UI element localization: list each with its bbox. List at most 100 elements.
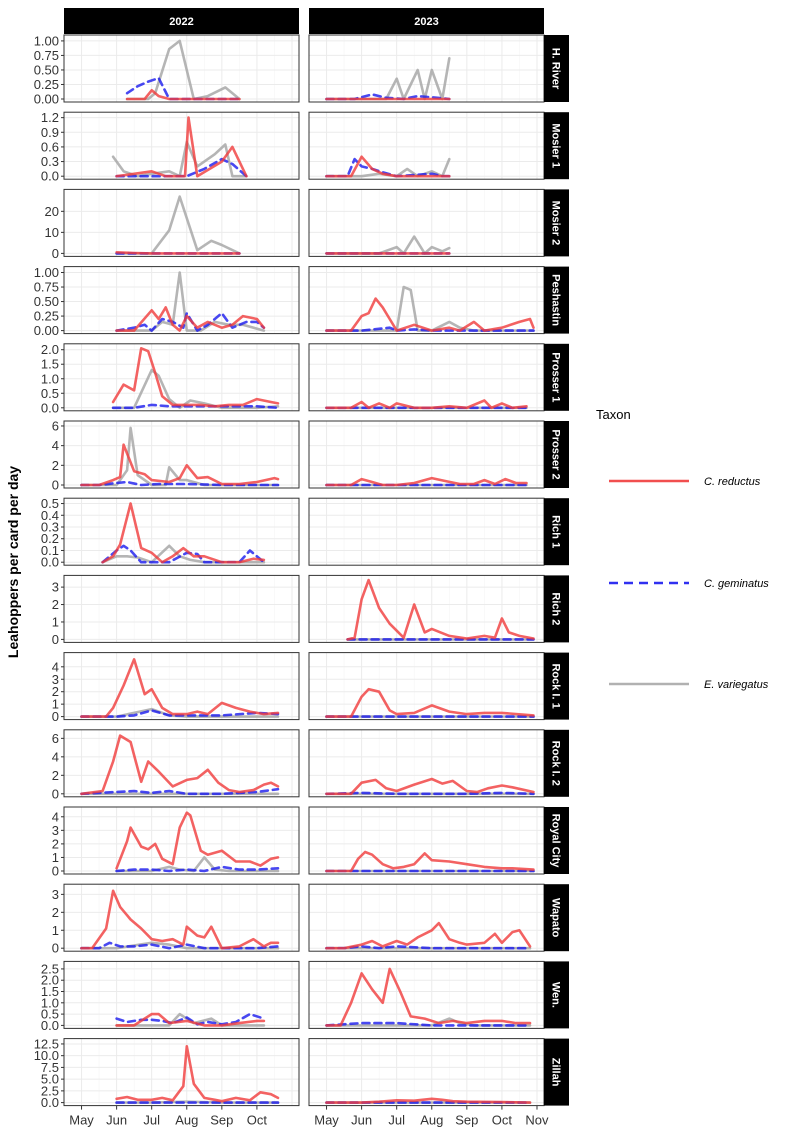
y-tick-label: 1 <box>52 697 59 712</box>
facet-panel <box>308 420 545 489</box>
panel-border <box>63 343 300 412</box>
facet-panel: 0.02.55.07.510.012.5 <box>34 1036 300 1110</box>
x-tick-label: Nov <box>525 1113 549 1128</box>
x-tick-label: May <box>69 1113 94 1128</box>
y-tick-label: 0.5 <box>41 1007 59 1022</box>
y-tick-label: 0 <box>52 246 59 261</box>
panel-border <box>63 574 300 643</box>
series-line-c-reductus <box>80 889 280 950</box>
y-tick-label: 0 <box>52 478 59 493</box>
y-tick-label: 0.6 <box>41 139 59 154</box>
facet-panel <box>308 188 545 257</box>
y-tick-label: 1 <box>52 850 59 865</box>
facet-panel <box>308 266 545 335</box>
series-line-c-reductus <box>325 1097 532 1104</box>
x-tick-label: Jul <box>388 1113 405 1128</box>
y-tick-label: 0 <box>52 941 59 956</box>
y-tick-label: 3 <box>52 580 59 595</box>
x-tick-label: Sep <box>455 1113 478 1128</box>
y-tick-label: 4 <box>52 438 59 453</box>
series-line-c-reductus <box>115 116 248 178</box>
y-tick-label: 1.5 <box>41 357 59 372</box>
facet-panel <box>308 574 545 643</box>
y-tick-label: 0.0 <box>41 400 59 415</box>
series-line-e-variegatus <box>325 157 451 178</box>
facet-panel: 0.00.30.60.91.2 <box>41 110 300 184</box>
y-tick-label: 20 <box>45 204 59 219</box>
y-tick-label: 1.00 <box>34 33 59 48</box>
facet-panel: 0.00.51.01.52.02.5 <box>41 960 300 1033</box>
series-line-c-geminatus <box>325 791 535 796</box>
panel-background <box>309 498 544 566</box>
facet-row-label: Wapato <box>550 898 562 938</box>
facet-row-strip <box>544 652 569 720</box>
facet-row-strip <box>544 343 569 411</box>
y-tick-label: 0.25 <box>34 309 59 324</box>
x-tick-label: Jun <box>351 1113 372 1128</box>
y-tick-label: 0.5 <box>41 496 59 511</box>
series-line-c-reductus <box>325 850 535 873</box>
y-tick-label: 0.00 <box>34 92 59 107</box>
y-tick-label: 7.5 <box>41 1060 59 1075</box>
panel-border <box>63 497 300 566</box>
panel-background <box>309 189 544 257</box>
x-tick-label: Jul <box>143 1113 160 1128</box>
series-line-c-geminatus <box>111 403 280 410</box>
y-tick-label: 3 <box>52 823 59 838</box>
series-line-c-reductus <box>80 658 280 718</box>
y-tick-label: 2 <box>52 458 59 473</box>
y-tick-label: 0 <box>52 709 59 724</box>
series-line-c-reductus <box>101 502 266 564</box>
series-line-c-geminatus <box>115 311 266 332</box>
series-line-c-reductus <box>325 476 528 487</box>
series-line-e-variegatus <box>115 856 280 873</box>
facet-panel <box>308 1038 545 1107</box>
series-line-c-geminatus <box>115 865 280 873</box>
y-tick-label: 0 <box>52 864 59 879</box>
series-line-c-reductus <box>111 347 280 408</box>
facet-row-label: Rock I. 1 <box>550 663 562 708</box>
series-line-c-reductus <box>346 578 535 641</box>
series-line-c-geminatus <box>115 157 248 178</box>
y-tick-label: 0.50 <box>34 62 59 77</box>
panel-border <box>63 1038 300 1107</box>
y-tick-label: 0.00 <box>34 323 59 338</box>
legend-entry: C. reductus <box>609 476 761 488</box>
series-line-c-geminatus <box>101 544 266 564</box>
series-line-c-reductus <box>115 1012 266 1027</box>
x-tick-label: Oct <box>492 1113 513 1128</box>
y-axis-title: Leahoppers per card per day <box>5 466 21 658</box>
series-line-c-reductus <box>115 251 241 255</box>
y-tick-label: 0.2 <box>41 531 59 546</box>
series-line-c-geminatus <box>325 1021 532 1027</box>
panel-border <box>63 188 300 257</box>
y-tick-label: 5.0 <box>41 1072 59 1087</box>
y-tick-label: 0.75 <box>34 48 59 63</box>
y-tick-label: 0.0 <box>41 555 59 570</box>
facet-row-label: Mosier 2 <box>550 201 562 246</box>
series-line-e-variegatus <box>325 1017 532 1027</box>
facet-column-label: 2023 <box>414 16 438 28</box>
y-tick-label: 0.0 <box>41 169 59 184</box>
panel-border <box>63 652 300 721</box>
series-line-c-reductus <box>125 89 241 101</box>
y-tick-label: 0.50 <box>34 294 59 309</box>
facet-row-strip <box>544 1038 569 1106</box>
facet-panel <box>308 729 545 798</box>
panel-border <box>63 729 300 798</box>
facet-row-label: Rich 2 <box>550 592 562 625</box>
facet-row-strip <box>544 189 569 257</box>
x-tick-label: May <box>314 1113 339 1128</box>
y-tick-label: 1.0 <box>41 995 59 1010</box>
facet-column-label: 2022 <box>169 16 193 28</box>
y-tick-label: 1 <box>52 614 59 629</box>
panel-background <box>309 421 544 488</box>
legend-entry: E. variegatus <box>609 679 769 691</box>
facet-panel: 0.000.250.500.751.00 <box>34 265 300 338</box>
y-tick-label: 2.5 <box>41 961 59 976</box>
facet-row-label: Prosser 1 <box>550 352 562 402</box>
panel-background <box>309 807 544 874</box>
facet-panel: 0.000.250.500.751.00 <box>34 33 300 107</box>
facet-row-strip <box>544 421 569 488</box>
y-tick-label: 1.5 <box>41 984 59 999</box>
